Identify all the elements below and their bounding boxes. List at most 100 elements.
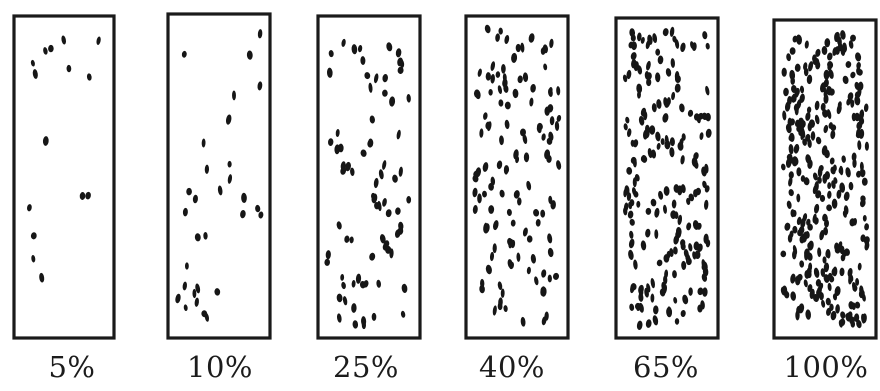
speckle-dot	[827, 63, 832, 71]
speckle-dot	[806, 267, 812, 275]
speckle-dot	[788, 177, 793, 187]
speckle-dot	[687, 109, 694, 117]
speckle-dot	[688, 287, 693, 296]
speckle-dot	[669, 248, 674, 258]
speckle-dot	[515, 156, 520, 164]
speckle-dot	[369, 115, 375, 124]
speckle-dot	[836, 189, 842, 199]
speckle-dot	[665, 68, 672, 77]
speckle-dot	[827, 52, 833, 61]
speckle-dot	[670, 58, 675, 68]
speckle-dot	[805, 154, 812, 164]
speckle-dot	[386, 42, 393, 52]
speckle-dot	[789, 47, 796, 55]
speckle-dot	[549, 116, 555, 126]
speckle-dot	[839, 165, 844, 176]
speckle-dot	[792, 249, 797, 260]
speckle-dot	[663, 186, 670, 196]
speckle-dot	[673, 184, 680, 193]
speckle-dot	[799, 235, 805, 244]
speckle-dot	[497, 302, 503, 311]
speckle-dot	[400, 310, 406, 318]
speckle-dot	[480, 278, 485, 288]
speckle-dot	[647, 34, 653, 45]
speckle-dot	[523, 152, 530, 163]
speckle-dot	[695, 187, 701, 196]
speckle-dot	[663, 275, 668, 285]
speckle-dot	[858, 289, 865, 299]
speckle-dot	[840, 30, 846, 40]
speckle-dot	[325, 250, 331, 260]
speckle-dot	[493, 220, 499, 231]
speckle-dot	[350, 167, 355, 176]
speckle-dot	[852, 158, 857, 168]
speckle-dot	[194, 297, 199, 307]
speckle-dot	[526, 235, 533, 243]
speckle-dot	[819, 194, 826, 202]
speckle-dot	[820, 102, 826, 111]
speckle-dot	[813, 267, 820, 278]
speckle-dot	[397, 66, 404, 74]
speckle-dot	[855, 52, 862, 62]
speckle-dot	[861, 177, 868, 186]
speckle-dot	[344, 235, 350, 243]
speckle-dot	[700, 300, 705, 310]
speckle-dot	[382, 73, 388, 83]
speckle-dot	[650, 293, 655, 303]
speckle-dot	[638, 292, 644, 302]
speckle-dot	[517, 197, 522, 206]
speckle-dot	[547, 247, 554, 258]
speckle-dot	[834, 246, 841, 254]
speckle-dot	[705, 85, 710, 96]
speckle-dot	[816, 288, 822, 298]
speckle-dot	[815, 48, 821, 57]
speckle-dot	[814, 100, 820, 111]
speckle-dot	[511, 239, 516, 249]
speckle-dot	[674, 318, 680, 325]
speckle-dot	[703, 233, 709, 244]
speckle-dot	[840, 47, 846, 56]
speckle-dot	[832, 293, 838, 301]
speckle-dot	[79, 192, 86, 200]
speckle-dot	[526, 266, 531, 275]
speckle-dot	[796, 99, 802, 109]
speckle-dot	[630, 139, 635, 147]
speckle-dot	[396, 129, 401, 140]
speckle-dot	[342, 296, 348, 306]
speckle-dot	[850, 99, 855, 108]
speckle-dot	[697, 243, 703, 253]
speckle-dot	[679, 103, 685, 113]
speckle-dot	[789, 69, 796, 81]
speckle-dot	[817, 247, 822, 258]
speckle-dot	[845, 61, 852, 68]
speckle-dot	[499, 135, 504, 146]
speckle-dot	[662, 113, 669, 123]
speckle-dot	[629, 303, 635, 311]
density-panel-0	[12, 14, 116, 340]
speckle-dot	[796, 193, 801, 203]
speckle-dot	[860, 169, 866, 178]
speckle-dot	[838, 241, 843, 249]
speckle-dot	[351, 303, 357, 313]
speckle-dot	[30, 232, 37, 240]
speckle-dot	[86, 73, 92, 81]
speckle-dot	[808, 119, 816, 128]
speckle-dot	[823, 213, 828, 221]
speckle-dot	[792, 35, 798, 43]
speckle-dot	[517, 75, 523, 84]
speckle-dot	[371, 312, 377, 321]
speckle-dot	[797, 273, 803, 281]
speckle-dot	[834, 46, 840, 55]
speckle-dot	[789, 156, 794, 164]
speckle-dot	[827, 190, 832, 199]
speckle-dot	[705, 128, 712, 138]
speckle-dot	[702, 31, 708, 40]
speckle-dot	[359, 280, 366, 289]
speckle-dot	[672, 35, 677, 43]
speckle-dot	[487, 121, 492, 132]
speckle-dot	[626, 69, 632, 80]
speckle-dot	[30, 59, 35, 67]
speckle-dot	[788, 189, 794, 197]
speckle-dot	[360, 149, 367, 157]
speckle-dot	[690, 41, 695, 50]
